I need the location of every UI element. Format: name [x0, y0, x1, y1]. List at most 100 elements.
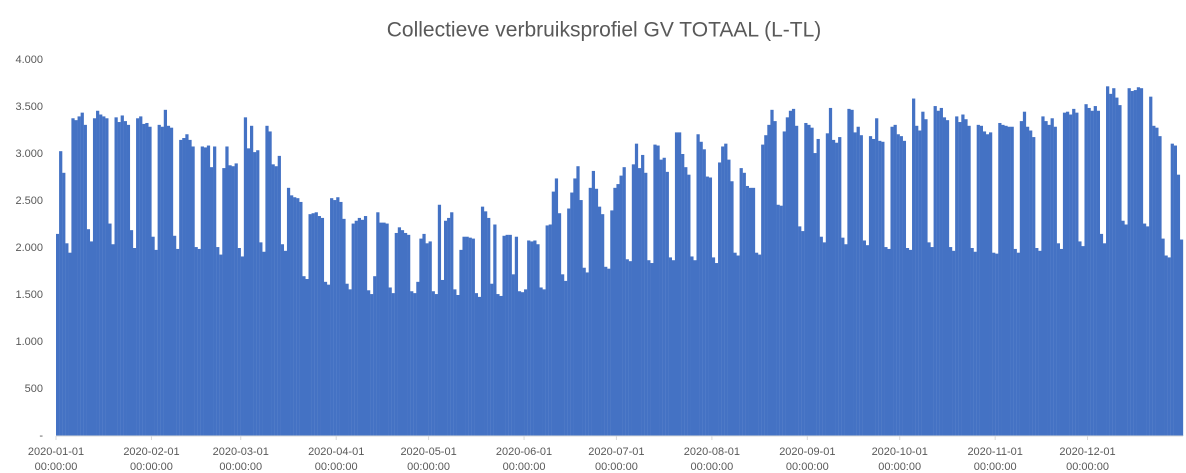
bar: [240, 256, 244, 436]
bar: [1056, 243, 1060, 436]
bar: [634, 143, 639, 436]
bar: [89, 241, 94, 436]
bar: [59, 151, 63, 436]
bar: [1029, 130, 1033, 436]
bar: [684, 167, 688, 436]
bar: [871, 138, 876, 436]
bar: [1019, 121, 1024, 436]
bar: [958, 122, 962, 436]
bar: [428, 241, 432, 436]
bar: [502, 235, 506, 436]
bar: [68, 252, 72, 436]
bar: [1170, 143, 1174, 436]
bar: [782, 131, 786, 436]
bar: [687, 174, 691, 436]
bar: [619, 175, 623, 436]
bar: [348, 289, 352, 436]
bar: [607, 268, 611, 436]
bar: [336, 197, 340, 436]
y-tick-label: -: [39, 430, 43, 442]
bar: [209, 167, 214, 436]
bar: [1118, 105, 1122, 437]
bar: [745, 185, 749, 436]
bar: [213, 146, 217, 437]
bar: [724, 143, 728, 436]
bar: [742, 172, 746, 437]
bar: [985, 134, 990, 436]
bar: [1084, 104, 1088, 437]
bar: [976, 124, 980, 437]
x-tick-label: 2020-08-01: [684, 446, 740, 458]
bar: [828, 107, 833, 436]
bar: [182, 138, 186, 436]
bar: [964, 119, 968, 436]
bar: [982, 131, 987, 436]
bar: [1013, 248, 1017, 436]
bar: [117, 122, 121, 436]
bar: [450, 212, 454, 436]
x-tick-label: 2020-10-01: [872, 446, 928, 458]
bar: [905, 248, 910, 436]
bar: [674, 132, 679, 436]
bar: [108, 223, 112, 436]
bar: [256, 150, 260, 437]
bar: [1069, 114, 1073, 437]
x-tick-label: 2020-11-01: [967, 446, 1022, 458]
bar: [850, 109, 854, 436]
bar: [363, 216, 368, 436]
bar: [56, 233, 60, 436]
bar: [628, 261, 632, 436]
bar: [286, 187, 291, 436]
bar: [570, 192, 574, 436]
bar: [1109, 93, 1113, 436]
bar: [354, 220, 358, 436]
bar: [194, 247, 198, 436]
bar: [434, 294, 438, 436]
bar: [881, 141, 885, 436]
bar: [323, 281, 328, 436]
bar: [480, 206, 485, 436]
bar: [1164, 255, 1168, 436]
bar: [955, 116, 959, 437]
bar: [736, 255, 740, 436]
bar: [1035, 248, 1039, 436]
bar: [1004, 125, 1008, 437]
x-tick-label: 00:00:00: [786, 461, 829, 473]
bar: [394, 232, 398, 436]
bar: [1102, 243, 1107, 436]
bar: [157, 124, 161, 437]
x-tick-label: 00:00:00: [1066, 461, 1109, 473]
bar: [259, 242, 263, 436]
bar: [952, 250, 956, 436]
bar: [453, 289, 457, 436]
bar: [293, 197, 297, 436]
bar: [678, 132, 682, 436]
x-tick-label: 2020-01-01: [28, 446, 84, 458]
bar: [693, 260, 697, 436]
bar: [582, 267, 586, 436]
bar: [554, 178, 559, 436]
bar: [1032, 137, 1036, 436]
bar: [120, 115, 124, 437]
bar: [1087, 107, 1091, 436]
bar: [83, 124, 87, 437]
bar: [835, 142, 839, 436]
bar: [299, 201, 303, 436]
bar: [788, 110, 793, 436]
bar: [542, 289, 546, 436]
bar: [548, 224, 552, 436]
bar: [388, 287, 392, 436]
x-tick-label: 2020-04-01: [308, 446, 364, 458]
bar: [391, 293, 395, 436]
bar: [132, 248, 137, 436]
bar: [711, 257, 716, 436]
y-tick-label: 3.000: [15, 148, 43, 160]
bar: [123, 121, 127, 436]
bar: [160, 126, 164, 437]
bar: [440, 279, 445, 436]
bar: [231, 166, 235, 436]
x-tick-label: 2020-06-01: [496, 446, 552, 458]
bar: [779, 205, 783, 436]
bar: [330, 198, 334, 436]
bar: [856, 126, 860, 437]
